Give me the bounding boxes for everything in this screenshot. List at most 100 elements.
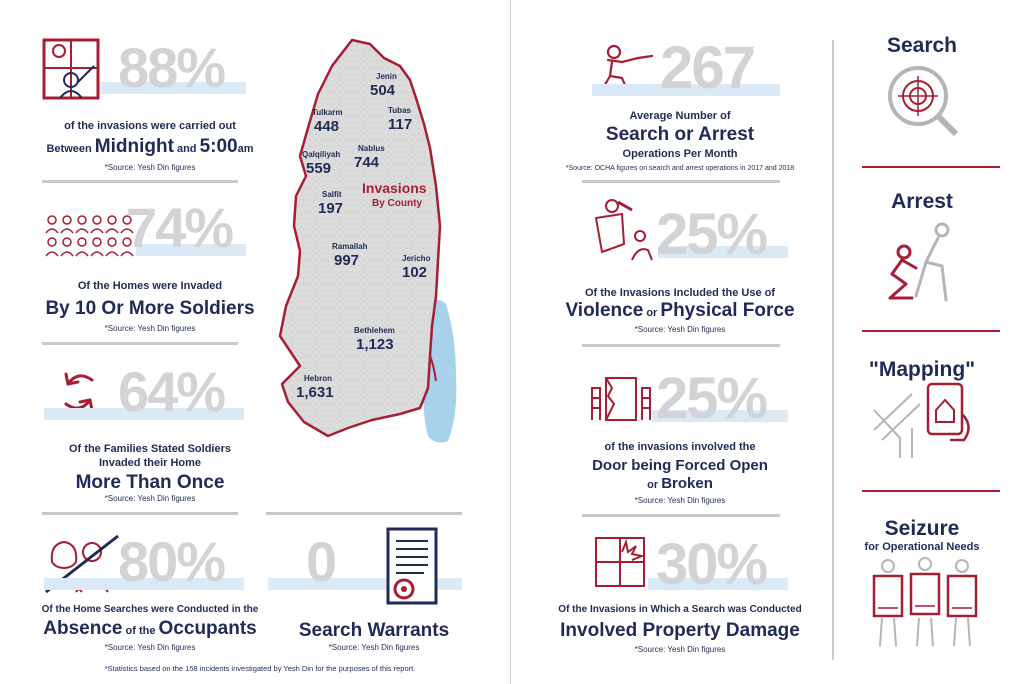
stat-line: Involved Property Damage (560, 620, 800, 641)
stat-band (44, 578, 244, 590)
map-county-name: Tubas (388, 106, 411, 115)
column-rule (832, 40, 834, 660)
stat-line: of the invasions were carried out (64, 120, 236, 132)
stat-value: 74% (126, 196, 234, 259)
source-note: *Source: Yesh Din figures (104, 643, 196, 652)
stat-value: 80% (118, 530, 226, 593)
stat-line: Of the Homes were Invaded (77, 280, 223, 292)
footnote: *Statistics based on the 158 incidents i… (104, 664, 416, 673)
source-note: *Source: Yesh Din figures (104, 494, 196, 503)
stat-line: Door being Forced Open (592, 457, 768, 474)
side-divider (862, 166, 1000, 168)
map-county-value: 559 (306, 160, 332, 177)
stat-line: Absence of the Occupants (43, 618, 257, 639)
stat-value: 30% (656, 532, 768, 597)
violence-icon (588, 198, 658, 262)
divider (582, 344, 780, 347)
repeat-arrows-icon (58, 366, 100, 418)
stat-line: Of the Families Stated Soldiers (69, 443, 231, 455)
source-note: *Source: Yesh Din figures (328, 643, 420, 652)
kneeling-soldier-icon (598, 44, 654, 94)
right-page: 267 Average Number of Search or Arrest O… (520, 0, 1024, 684)
map-county-name: Hebron (304, 374, 332, 383)
stat-line: Average Number of (629, 110, 731, 122)
map-county-name: Bethlehem (354, 326, 395, 335)
page-gutter (500, 0, 520, 684)
stat-line: Of the Home Searches were Conducted in t… (41, 604, 259, 615)
side-divider (862, 490, 1000, 492)
stat-line: Of the Invasions Included the Use of (584, 287, 776, 299)
source-note: *Source: OCHA figures on search and arre… (565, 165, 795, 172)
source-note: *Source: Yesh Din figures (104, 324, 196, 333)
source-note: *Source: Yesh Din figures (634, 496, 726, 505)
map-county-name: Nablus (358, 144, 385, 153)
soldiers-group-icon (44, 213, 136, 259)
map-county-name: Tulkarm (312, 108, 343, 117)
side-title-seizure: Seizure (884, 517, 960, 540)
divider (266, 512, 462, 515)
map-county-value: 1,123 (356, 336, 394, 353)
stat-band (592, 84, 780, 96)
map-county-value: 997 (334, 252, 360, 269)
divider (582, 514, 780, 517)
broken-door-icon (590, 374, 652, 422)
stat-value: 64% (118, 360, 226, 423)
source-note: *Source: Yesh Din figures (104, 163, 196, 172)
map-county-name: Jericho (402, 254, 431, 263)
stat-line: Search Warrants (298, 620, 450, 641)
map-county-value: 117 (388, 116, 413, 133)
stat-value: 88% (118, 36, 226, 99)
stat-value: 0 (306, 530, 337, 593)
stat-line: Between Midnight and 5:00am (46, 136, 254, 157)
side-title-arrest: Arrest (891, 190, 953, 213)
stat-line: Of the Invasions in Which a Search was C… (558, 604, 802, 615)
crosshair-magnifier-icon (886, 64, 962, 140)
stat-band (652, 410, 788, 422)
stat-line: Search or Arrest (605, 124, 755, 145)
stat-value: 25% (656, 366, 768, 431)
map-subtitle: By County (372, 198, 422, 209)
stat-band (100, 82, 246, 94)
map-county-value: 504 (370, 82, 396, 99)
side-divider (862, 330, 1000, 332)
source-note: *Source: Yesh Din figures (634, 325, 726, 334)
west-bank-map (260, 36, 470, 446)
warrant-document-icon (384, 527, 440, 607)
left-page: 88% of the invasions were carried out Be… (0, 0, 500, 684)
arrest-icon (882, 222, 966, 304)
map-county-value: 744 (354, 154, 380, 171)
map-county-name: Qalqiliyah (302, 150, 341, 159)
map-county-value: 102 (402, 264, 428, 281)
riot-shields-icon (870, 556, 980, 648)
stat-band (44, 408, 244, 420)
stat-line: By 10 Or More Soldiers (45, 298, 255, 319)
map-county-name: Jenin (376, 72, 397, 81)
stat-line: or Broken (647, 475, 713, 492)
map-county-value: 448 (314, 118, 340, 135)
stat-line: of the invasions involved the (604, 441, 756, 453)
stat-band (648, 578, 788, 590)
phone-map-icon (872, 380, 976, 460)
map-county-name: Salfit (322, 190, 342, 199)
side-subtitle-seizure: for Operational Needs (864, 541, 980, 553)
map-title: Invasions (362, 180, 427, 196)
side-title-search: Search (886, 34, 958, 57)
source-note: *Source: Yesh Din figures (634, 645, 726, 654)
divider (582, 180, 780, 183)
stat-line: Invaded their Home (98, 457, 202, 469)
stat-line: More Than Once (75, 472, 225, 493)
divider (42, 342, 238, 345)
stat-line: Operations Per Month (622, 148, 738, 160)
map-county-value: 197 (318, 200, 344, 217)
stat-line: Violence or Physical Force (565, 300, 795, 321)
stat-band (658, 246, 788, 258)
divider (42, 512, 238, 515)
property-damage-icon (592, 534, 648, 590)
stat-band (136, 244, 246, 256)
map-county-value: 1,631 (296, 384, 334, 401)
side-title-mapping: "Mapping" (868, 358, 976, 381)
stat-value: 25% (656, 202, 768, 267)
divider (42, 180, 238, 183)
map-county-name: Ramallah (332, 242, 368, 251)
stat-value: 267 (660, 34, 756, 101)
